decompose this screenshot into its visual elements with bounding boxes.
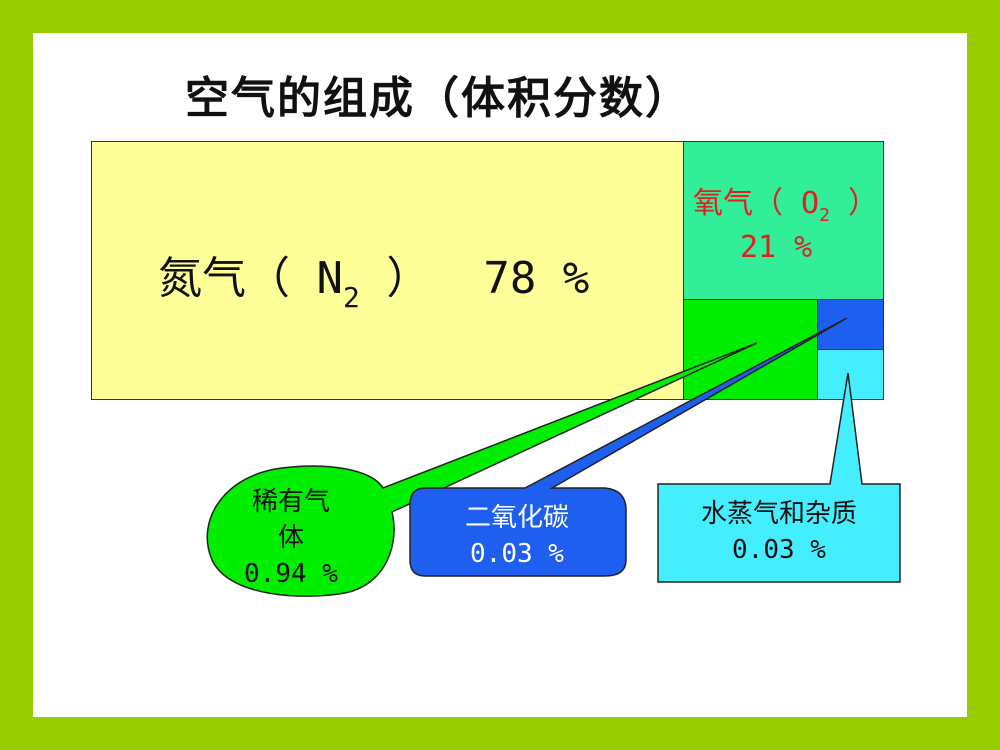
oxygen-region: [683, 141, 884, 300]
water-vapor-text: 水蒸气和杂质 0.03 %: [658, 496, 900, 568]
carbon-dioxide-callout: [409, 317, 848, 577]
rare-gas-line1: 稀有气: [251, 487, 330, 517]
rare-gas-line2: 体: [277, 523, 304, 553]
rare-gas-callout: [206, 342, 758, 597]
nitrogen-close: ）: [359, 253, 431, 304]
rare-gas-value: 0.94 %: [244, 559, 338, 589]
oxygen-close: ）: [829, 186, 879, 221]
water-vapor-value: 0.03 %: [732, 535, 826, 565]
oxygen-subscript: 2: [819, 205, 830, 226]
oxygen-name: 氧气（ O: [693, 186, 820, 221]
nitrogen-value: 78 %: [483, 253, 590, 304]
nitrogen-label: 氮气（ N2 ） 78 %: [158, 242, 590, 314]
water-vapor-callout: [657, 372, 901, 583]
oxygen-value: 21 %: [740, 230, 813, 265]
nitrogen-name: 氮气（ N: [158, 253, 343, 304]
carbon-dioxide-value: 0.03 %: [470, 539, 564, 569]
nitrogen-region: [91, 141, 684, 400]
nitrogen-subscript: 2: [342, 281, 360, 314]
carbon-dioxide-name: 二氧化碳: [464, 503, 569, 533]
rare-gas-text: 稀有气 体 0.94 %: [226, 484, 356, 592]
oxygen-label: 氧气（ O2 ）: [693, 178, 879, 226]
page-title: 空气的组成（体积分数）: [185, 73, 691, 124]
water-vapor-name: 水蒸气和杂质: [700, 499, 857, 529]
carbon-dioxide-text: 二氧化碳 0.03 %: [412, 500, 622, 572]
